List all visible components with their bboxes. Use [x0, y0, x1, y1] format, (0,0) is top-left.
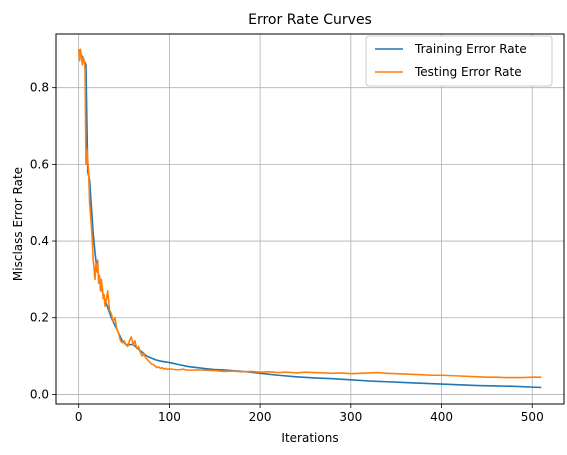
axis-ticks: 0 100 200 300 400 500 0.0 0.2 0.4 0.6 0.8 — [30, 81, 544, 424]
legend: Training Error Rate Testing Error Rate — [365, 35, 553, 87]
legend-box — [365, 35, 553, 87]
testing-error-line — [77, 48, 542, 379]
x-tick-label: 300 — [339, 410, 362, 424]
x-tick-label: 200 — [249, 410, 272, 424]
x-tick-label: 100 — [158, 410, 181, 424]
legend-label-testing: Testing Error Rate — [414, 65, 522, 79]
grid-lines — [56, 34, 564, 404]
plot-area-frame — [55, 33, 565, 405]
series-layer — [77, 48, 542, 389]
y-tick-label: 0.4 — [30, 234, 49, 248]
y-tick-label: 0.8 — [30, 81, 49, 95]
y-tick-label: 0.0 — [30, 387, 49, 401]
y-tick-label: 0.2 — [30, 311, 49, 325]
legend-label-training: Training Error Rate — [414, 42, 527, 56]
y-tick-label: 0.6 — [30, 157, 49, 171]
y-axis-label: Misclass Error Rate — [11, 167, 25, 281]
x-tick-label: 400 — [430, 410, 453, 424]
x-tick-label: 500 — [521, 410, 544, 424]
training-error-line — [77, 48, 542, 389]
x-tick-label: 0 — [75, 410, 83, 424]
chart-title: Error Rate Curves — [248, 12, 372, 28]
x-axis-label: Iterations — [281, 431, 338, 445]
